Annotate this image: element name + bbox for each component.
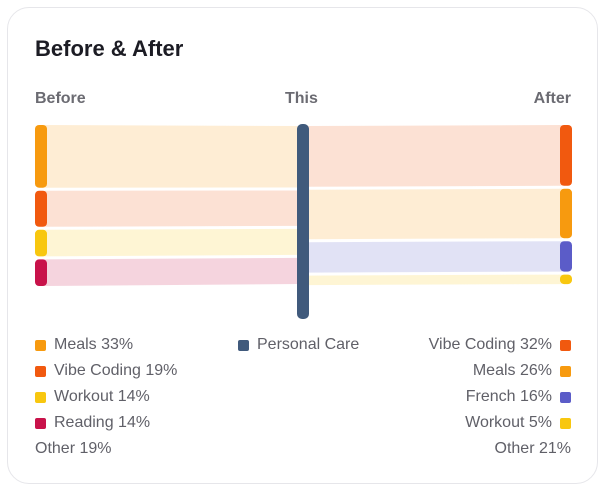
flow-band-after-workout xyxy=(307,274,562,286)
legend-before-item: Workout 14% xyxy=(35,387,150,407)
flow-band-before-vibe-coding xyxy=(45,190,299,227)
legend-label: Other 21% xyxy=(494,440,571,457)
before-bar-vibe-coding xyxy=(35,190,47,227)
legend-swatch xyxy=(560,339,571,351)
legend-label: French 16% xyxy=(465,388,552,405)
legend-after-other: Other 21% xyxy=(495,439,571,459)
legend-before-other: Other 19% xyxy=(35,439,111,459)
legend-label: Reading 14% xyxy=(54,414,151,431)
before-bar-reading xyxy=(35,259,47,286)
card-title: Before & After xyxy=(35,36,184,61)
legend-label: Other 19% xyxy=(35,440,112,457)
before-bar-meals xyxy=(35,125,47,188)
legend-swatch xyxy=(560,391,571,403)
legend-center-item: Personal Care xyxy=(238,335,359,355)
flow-band-before-workout xyxy=(45,228,299,257)
legend-before-item: Meals 33% xyxy=(35,335,133,355)
flow-band-after-vibe-coding xyxy=(307,125,562,187)
legend-label: Vibe Coding 19% xyxy=(54,362,178,379)
after-bar-meals xyxy=(560,188,572,239)
legend-swatch xyxy=(35,365,46,377)
legend-swatch xyxy=(560,417,571,429)
legend-label: Personal Care xyxy=(257,336,360,353)
legend-swatch xyxy=(238,339,249,351)
legend-swatch xyxy=(35,391,46,403)
flow-band-before-reading xyxy=(45,257,299,286)
legend-before-item: Reading 14% xyxy=(35,413,150,433)
legend-label: Workout 5% xyxy=(465,414,552,431)
legend-label: Workout 14% xyxy=(54,388,150,405)
center-bar-personal-care xyxy=(297,124,309,319)
column-label-before: Before xyxy=(35,90,86,107)
column-label-after: After xyxy=(533,90,571,107)
after-bar-vibe-coding xyxy=(560,125,572,186)
flow-band-after-french xyxy=(307,241,562,273)
flow-band-after-meals xyxy=(307,188,562,240)
legend-after-item: Vibe Coding 32% xyxy=(429,335,571,355)
legend-after-item: Workout 5% xyxy=(465,413,571,433)
column-label-this: This xyxy=(285,90,318,107)
legend-label: Meals 26% xyxy=(472,362,552,379)
legend-swatch xyxy=(35,339,46,351)
legend-swatch xyxy=(560,365,571,377)
after-bar-workout xyxy=(560,274,572,285)
after-bar-french xyxy=(560,241,572,272)
legend-before-item: Vibe Coding 19% xyxy=(35,361,177,381)
legend-after-item: Meals 26% xyxy=(473,361,571,381)
flow-band-before-meals xyxy=(45,125,299,188)
legend-label: Meals 33% xyxy=(54,336,134,353)
legend-label: Vibe Coding 32% xyxy=(428,336,552,353)
legend-after-item: French 16% xyxy=(466,387,571,407)
before-bar-workout xyxy=(35,229,47,257)
legend-swatch xyxy=(35,417,46,429)
